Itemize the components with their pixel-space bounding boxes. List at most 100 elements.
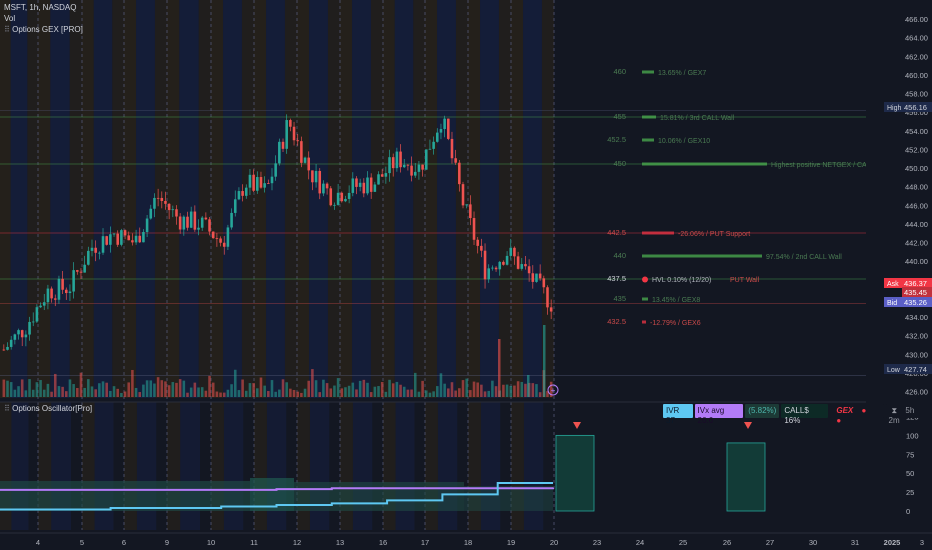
gex-strike-label: 450 <box>613 159 626 168</box>
volume-bar <box>531 383 535 397</box>
hourglass-icon: ⧗ <box>891 406 898 415</box>
candle-body <box>149 208 153 219</box>
hvl-dot-icon <box>642 276 648 283</box>
candle-body <box>138 235 142 243</box>
candle-body <box>123 230 127 236</box>
candle-body <box>171 209 175 211</box>
ask-tag-value: 436.37 <box>904 279 927 288</box>
gex-indicator-label[interactable]: ⠿ Options GEX [PRO] <box>4 25 83 35</box>
candle-body <box>377 174 380 185</box>
volume-bar <box>256 388 259 397</box>
grid <box>37 0 555 530</box>
candle-body <box>358 182 362 187</box>
price-tick-label: 454.00 <box>905 127 928 136</box>
candle-body <box>68 291 72 294</box>
candle-body <box>469 204 472 219</box>
volume-bar <box>105 382 108 397</box>
candle-body <box>333 204 336 206</box>
volume-bar <box>186 392 189 397</box>
volume-bar <box>307 380 311 397</box>
osc-fill-area <box>464 486 553 511</box>
volume-bar <box>399 384 402 397</box>
vol-indicator-label[interactable]: Vol <box>4 14 16 23</box>
price-tick-label: 432.00 <box>905 332 928 341</box>
volume-bar <box>358 380 362 397</box>
candle-body <box>325 183 329 189</box>
indicator-menu-icon[interactable]: ⠿ <box>4 25 13 34</box>
volume-bar <box>76 387 79 397</box>
candle-body <box>311 170 314 183</box>
candle-body <box>395 151 399 169</box>
gex-bar <box>642 320 646 324</box>
volume-bar <box>296 391 299 397</box>
candle-body <box>289 120 292 127</box>
time-tick-label: 13 <box>336 538 344 547</box>
volume-bar <box>483 391 487 397</box>
time-tick-label: 9 <box>165 538 169 547</box>
bid-tag-label-bg <box>884 297 902 307</box>
volume-bar <box>395 381 399 397</box>
session-band <box>266 0 285 398</box>
candle-body <box>193 211 197 230</box>
expiry-marker-icon <box>573 422 581 429</box>
candle-body <box>50 288 53 299</box>
volume-bar <box>53 373 57 397</box>
oscillator-menu-icon[interactable]: ⠿ <box>4 404 13 413</box>
price-tick-label: 434.00 <box>905 313 928 322</box>
volume-bar <box>505 384 509 397</box>
candle-body <box>98 252 101 254</box>
candle-body <box>53 298 57 300</box>
ask-tag-label: Ask <box>887 281 899 288</box>
volume-bar <box>314 380 318 397</box>
candle-body <box>303 157 307 163</box>
ivx-badge: IVx avg 26.6 <box>694 404 744 425</box>
oscillator-indicator-label[interactable]: ⠿ Options Oscillator[Pro] <box>4 404 92 414</box>
candle-body <box>79 271 83 273</box>
volume-bar <box>17 386 20 397</box>
premarket-band <box>211 0 224 398</box>
volume-bar <box>300 392 303 397</box>
volume-bar <box>145 380 149 397</box>
time-tick-label: 2025 <box>884 538 901 547</box>
candle-body <box>300 141 303 163</box>
volume-bar <box>142 384 145 397</box>
symbol-title[interactable]: MSFT, 1h, NASDAQ <box>4 3 77 12</box>
candle-body <box>322 183 325 194</box>
candle-body <box>101 236 105 253</box>
candle-body <box>472 218 476 240</box>
time-tick-label: 20 <box>550 538 558 547</box>
volume-bar <box>149 380 153 397</box>
volume-bar <box>175 382 178 397</box>
candle-body <box>28 321 31 335</box>
time-tick-label: 10 <box>207 538 215 547</box>
candle-body <box>366 177 369 194</box>
candle-body <box>230 212 233 228</box>
expiry-gex-box <box>726 442 766 512</box>
gex-indicator-name: Options GEX [PRO] <box>12 25 83 34</box>
premarket-band <box>297 0 310 398</box>
volume-bar <box>263 385 266 397</box>
candle-body <box>443 118 446 130</box>
premarket-band <box>167 0 180 398</box>
volume-bar <box>417 391 421 397</box>
candle-body <box>498 261 502 270</box>
ask-tag-label-bg <box>884 278 902 288</box>
gex-level-label: 97.54% / 2nd CALL Wall <box>766 254 842 261</box>
low-tag-value: 427.74 <box>904 365 927 374</box>
price-tick-label: 456.00 <box>905 108 928 117</box>
volume-bar <box>458 388 461 397</box>
volume-bar <box>160 380 164 397</box>
candle-body <box>344 198 347 202</box>
candle-body <box>502 261 505 265</box>
candle-body <box>281 141 285 149</box>
session-band <box>136 0 155 398</box>
gex-strike-label: 455 <box>613 112 626 121</box>
bid-tag-value: 435.26 <box>904 298 927 307</box>
volume-bar <box>516 381 520 397</box>
candle-body <box>314 170 318 183</box>
volume-bar <box>178 379 182 397</box>
high-tag-label: High <box>887 105 902 112</box>
price-tick-label: 426.00 <box>905 388 928 397</box>
volume-bar <box>138 392 142 397</box>
